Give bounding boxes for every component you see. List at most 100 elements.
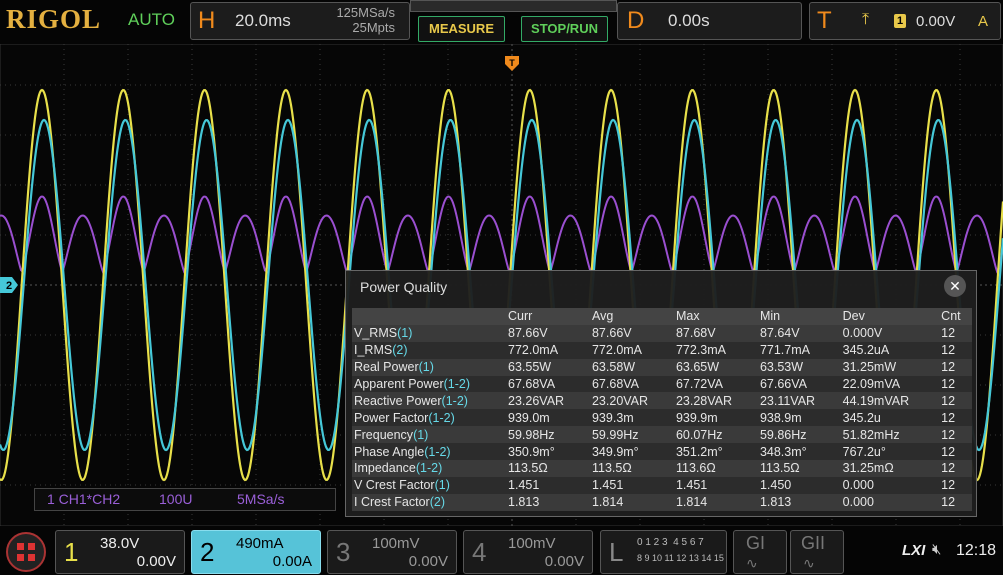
panel-title: Power Quality (360, 279, 448, 295)
measure-value: 345.2uA (840, 341, 940, 359)
measure-value: 1.813 (506, 493, 590, 511)
measure-value: 23.20VAR (589, 392, 674, 410)
measure-value: 345.2u (840, 409, 940, 427)
horizontal-panel[interactable]: H 20.0ms 125MSa/s 25Mpts (190, 2, 410, 40)
row-label: Power Factor(1-2) (352, 409, 506, 427)
measure-name: V Crest Factor (354, 478, 435, 493)
bus2-panel[interactable]: GII ∿ (790, 530, 844, 574)
measure-value: 87.66V (506, 324, 590, 342)
measure-value: 1.814 (589, 493, 674, 511)
measure-name: Reactive Power (354, 393, 442, 408)
measure-name: Frequency (354, 427, 414, 442)
table-row: I Crest Factor(2) 1.813 1.814 1.814 1.813 0.0… (352, 493, 972, 511)
close-button[interactable]: ✕ (944, 275, 966, 297)
measure-value: 23.11VAR (757, 392, 841, 410)
measurement-table: Curr Avg Max Min Dev Cnt V_RMS(1) 87.66V 87.66V 8… (352, 308, 972, 511)
row-label: V_RMS(1) (352, 324, 506, 342)
bus1-panel[interactable]: GI ∿ (733, 530, 787, 574)
ch2-offset-marker (0, 277, 18, 293)
measure-value: 12 (939, 358, 972, 376)
measure-value: 67.68VA (589, 375, 674, 393)
measure-value: 0.000 (840, 476, 940, 494)
measure-value: 67.66VA (757, 375, 841, 393)
measure-value: 12 (939, 409, 972, 427)
channel-number: 2 (200, 537, 215, 567)
lxi-icon: LXI (902, 542, 926, 559)
header-cell (352, 308, 506, 325)
measure-source: (1-2) (443, 377, 471, 391)
trigger-level: 0.00V (916, 13, 956, 30)
measure-button[interactable]: MEASURE (418, 16, 505, 42)
channel-offset: 0.00V (408, 553, 448, 570)
row-label: Apparent Power(1-2) (352, 375, 506, 393)
measure-source: (1-2) (428, 410, 455, 425)
delay-panel[interactable]: D 0.00s (617, 2, 802, 40)
measure-value: 87.68V (673, 324, 758, 342)
trigger-panel[interactable]: T ⤒ 1 0.00V A (809, 2, 1001, 40)
measure-source: (1) (413, 427, 429, 442)
channel-panel[interactable]: 1 38.0V 0.00V (55, 530, 185, 574)
measure-value: 351.2m° (673, 443, 758, 461)
measure-value: 349.9m° (589, 443, 674, 461)
measure-value: 12 (939, 341, 972, 359)
bus1-label: GI (746, 533, 766, 553)
measure-value: 350.9m° (506, 443, 590, 461)
channel-offset: 0.00V (136, 553, 176, 570)
clock: 12:18 (956, 542, 997, 559)
measure-value: 1.814 (673, 493, 758, 511)
row-label: Phase Angle(1-2) (352, 443, 506, 461)
table-row: Impedance(1-2) 113.5Ω 113.5Ω 113.6Ω 113.5Ω 31… (352, 460, 972, 477)
column-header: Curr (506, 308, 590, 325)
measure-name: Real Power (354, 360, 419, 375)
measure-value: 12 (939, 493, 972, 511)
measure-value: 772.0mA (589, 341, 674, 359)
table-row: I_RMS(2) 772.0mA 772.0mA 772.3mA 771.7mA 345.… (352, 341, 972, 359)
measure-value: 63.55W (506, 358, 590, 376)
channel-offset: 0.00A (272, 553, 312, 570)
measure-value: 23.28VAR (673, 392, 758, 410)
logic-panel[interactable]: L 0 1 2 3 4 5 6 7 8 9 10 11 12 13 14 15 (600, 530, 727, 574)
measure-value: 12 (939, 392, 972, 410)
measure-value: 1.451 (506, 476, 590, 494)
measure-source: (1-2) (441, 393, 468, 408)
channel-number: 4 (472, 537, 487, 567)
trigger-position-marker (505, 56, 519, 71)
measure-value: 348.3m° (757, 443, 841, 461)
measure-value: 23.26VAR (506, 392, 590, 410)
measure-value: 772.0mA (506, 341, 590, 359)
column-header: Avg (589, 308, 674, 325)
measure-value: 113.5Ω (589, 460, 674, 477)
math-label[interactable]: 1 CH1*CH2 100U 5MSa/s (34, 488, 336, 511)
measure-value: 63.53W (757, 358, 841, 376)
bus1-icon: ∿ (746, 555, 758, 571)
channel-panel[interactable]: 2 490mA 0.00A (191, 530, 321, 574)
horizontal-label: H (198, 7, 216, 34)
measure-value: 939.9m (673, 409, 758, 427)
delay-value: 0.00s (668, 11, 710, 30)
channel-panel[interactable]: 4 100mV 0.00V (463, 530, 593, 574)
bus2-icon: ∿ (803, 555, 815, 571)
table-row: Reactive Power(1-2) 23.26VAR 23.20VAR 23.28… (352, 392, 972, 410)
channel-scale: 100mV (372, 535, 420, 552)
channel-number: 1 (64, 537, 79, 567)
speaker-icon[interactable]: 🔇︎ (932, 541, 942, 558)
stop-run-button[interactable]: STOP/RUN (521, 16, 608, 42)
measure-name: I_RMS (354, 343, 393, 358)
measure-source: (1-2) (415, 461, 443, 476)
math-source: 1 CH1*CH2 (47, 491, 121, 507)
measure-value: 113.5Ω (506, 460, 590, 477)
channel-panel[interactable]: 3 100mV 0.00V (327, 530, 457, 574)
menu-button[interactable] (4, 530, 48, 574)
measure-source: (1-2) (424, 444, 451, 459)
measure-value: 87.66V (589, 324, 674, 342)
trigger-edge-icon: ⤒ (862, 11, 870, 28)
measure-name: Phase Angle (354, 444, 425, 459)
measure-value: 51.82mHz (840, 426, 940, 444)
channel-scale: 38.0V (100, 535, 140, 552)
measure-value: 22.09mVA (840, 375, 940, 393)
measure-name: V_RMS (354, 326, 398, 341)
measure-value: 31.25mW (840, 358, 940, 376)
channel-scale: 100mV (508, 535, 556, 552)
table-row: V Crest Factor(1) 1.451 1.451 1.451 1.450 0.0… (352, 476, 972, 494)
